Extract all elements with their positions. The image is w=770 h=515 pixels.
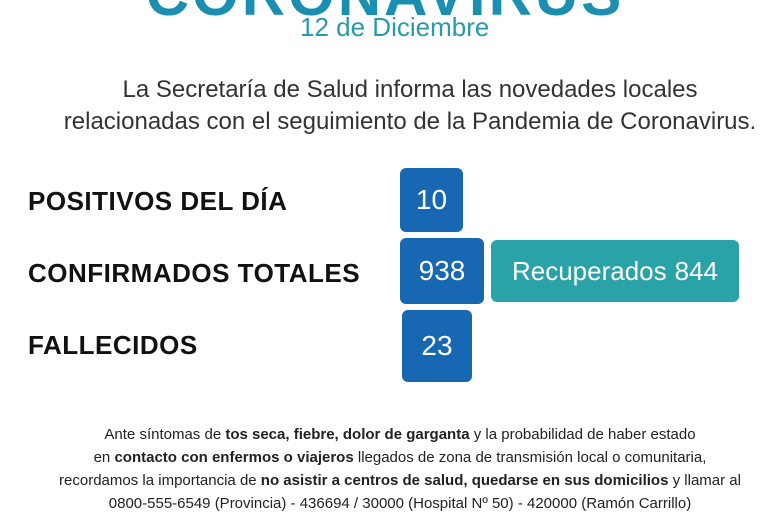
footer-line: 0800-555-6549 (Provincia) - 436694 / 300… xyxy=(0,492,770,515)
title: CORONAVIRUS xyxy=(0,0,770,29)
footer-text: Ante síntomas de xyxy=(104,426,226,443)
intro-line: La Secretaría de Salud informa las noved… xyxy=(122,76,698,103)
stat-label: POSITIVOS DEL DÍA xyxy=(28,186,288,216)
date: 12 de Diciembre xyxy=(300,12,490,42)
footer: Ante síntomas de tos seca, fiebre, dolor… xyxy=(0,423,770,515)
footer-bold-text: contacto con enfermos o viajeros xyxy=(114,449,354,466)
intro-line: relacionadas con el seguimiento de la Pa… xyxy=(63,108,757,135)
stat-value: 10 xyxy=(400,168,463,232)
stat-label: FALLECIDOS xyxy=(28,330,198,360)
stat-value: 938 xyxy=(400,238,484,304)
footer-bold-text: tos seca, fiebre, dolor de garganta xyxy=(225,426,470,443)
footer-text: recordamos la importancia de xyxy=(59,472,261,489)
recovered-box: Recuperados 844 xyxy=(491,240,739,302)
stat-value: 23 xyxy=(402,310,472,382)
footer-line: en contacto con enfermos o viajeros lleg… xyxy=(0,446,770,469)
footer-line: recordamos la importancia de no asistir … xyxy=(0,469,770,492)
footer-bold-text: no asistir a centros de salud, quedarse … xyxy=(260,472,669,489)
stat-label: CONFIRMADOS TOTALES xyxy=(28,258,361,288)
recovered-label: Recuperados xyxy=(511,255,667,286)
footer-text: y llamar al xyxy=(668,472,741,489)
footer-text: 0800-555-6549 (Provincia) - 436694 / 300… xyxy=(108,495,692,512)
recovered-value: 844 xyxy=(674,255,719,286)
footer-text: en xyxy=(93,449,115,466)
footer-text: y la probabilidad de haber estado xyxy=(469,426,696,443)
footer-line: Ante síntomas de tos seca, fiebre, dolor… xyxy=(0,423,770,446)
footer-text: llegados de zona de transmisión local o … xyxy=(353,449,707,466)
